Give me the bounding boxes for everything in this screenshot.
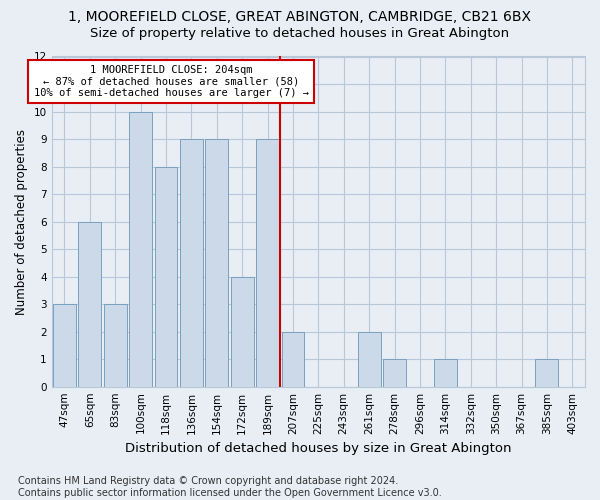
Bar [535, 359, 559, 386]
Bar [79, 222, 101, 386]
X-axis label: Distribution of detached houses by size in Great Abington: Distribution of detached houses by size … [125, 442, 512, 455]
Bar [205, 139, 228, 386]
Text: 1 MOOREFIELD CLOSE: 204sqm
← 87% of detached houses are smaller (58)
10% of semi: 1 MOOREFIELD CLOSE: 204sqm ← 87% of deta… [34, 65, 308, 98]
Bar [129, 112, 152, 386]
Bar [155, 166, 178, 386]
Y-axis label: Number of detached properties: Number of detached properties [15, 128, 28, 314]
Text: 1, MOOREFIELD CLOSE, GREAT ABINGTON, CAMBRIDGE, CB21 6BX: 1, MOOREFIELD CLOSE, GREAT ABINGTON, CAM… [68, 10, 532, 24]
Bar [180, 139, 203, 386]
Text: Contains HM Land Registry data © Crown copyright and database right 2024.
Contai: Contains HM Land Registry data © Crown c… [18, 476, 442, 498]
Text: Size of property relative to detached houses in Great Abington: Size of property relative to detached ho… [91, 28, 509, 40]
Bar [104, 304, 127, 386]
Bar [231, 276, 254, 386]
Bar [358, 332, 380, 386]
Bar [256, 139, 279, 386]
Bar [53, 304, 76, 386]
Bar [383, 359, 406, 386]
Bar [434, 359, 457, 386]
Bar [281, 332, 304, 386]
